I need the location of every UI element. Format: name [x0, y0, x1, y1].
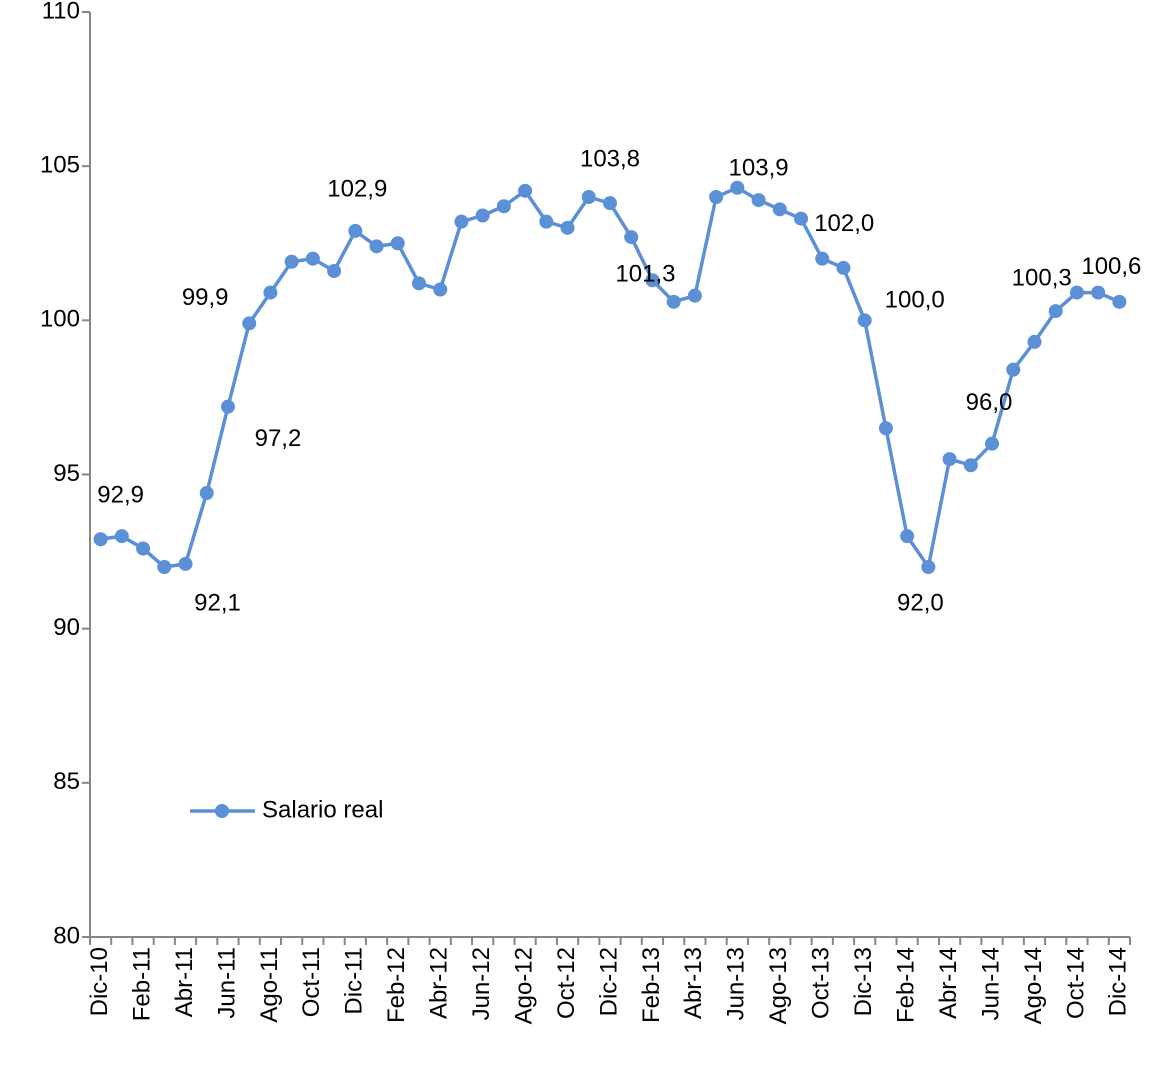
- data-point: [666, 294, 681, 309]
- x-tick-label: Jun-13: [723, 947, 750, 1020]
- x-tick-label: Oct-14: [1062, 947, 1089, 1019]
- data-point: [709, 190, 724, 204]
- x-tick-label: Ago-13: [765, 947, 792, 1024]
- data-point: [1112, 294, 1127, 309]
- data-point: [963, 458, 978, 473]
- data-point: [475, 208, 490, 223]
- data-point: [178, 556, 193, 571]
- data-point: [1006, 362, 1021, 377]
- x-tick-label: Abr-12: [426, 947, 453, 1019]
- data-label: 101,3: [615, 261, 675, 288]
- data-label: 100,0: [885, 287, 945, 314]
- y-tick-label: 80: [53, 922, 80, 949]
- data-point: [836, 260, 851, 275]
- x-tick-label: Abr-13: [680, 947, 707, 1019]
- data-label: 102,9: [327, 175, 387, 202]
- data-label: 92,0: [897, 589, 944, 616]
- data-point: [263, 285, 278, 300]
- x-tick-label: Feb-13: [638, 947, 665, 1023]
- data-point: [220, 399, 235, 414]
- data-label: 100,6: [1081, 253, 1141, 280]
- y-tick-label: 85: [53, 768, 80, 795]
- data-point: [581, 190, 596, 204]
- data-point: [1091, 285, 1106, 300]
- data-label: 97,2: [255, 425, 302, 452]
- data-point: [348, 223, 363, 238]
- x-tick-label: Oct-11: [298, 947, 325, 1017]
- data-label: 103,9: [729, 154, 789, 181]
- data-point: [985, 436, 1000, 451]
- data-point: [454, 214, 469, 229]
- data-point: [411, 276, 426, 291]
- x-tick-label: Dic-14: [1105, 947, 1132, 1016]
- x-tick-label: Jun-11: [213, 947, 240, 1019]
- data-point: [815, 251, 830, 266]
- x-tick-label: Dic-12: [595, 947, 622, 1016]
- data-point: [900, 529, 915, 544]
- data-point: [645, 273, 660, 288]
- data-point: [518, 183, 533, 198]
- data-point: [93, 532, 108, 547]
- data-point: [751, 193, 766, 208]
- x-tick-label: Dic-11: [341, 947, 368, 1015]
- data-point: [1069, 285, 1084, 300]
- data-point: [603, 196, 617, 211]
- data-label: 102,0: [814, 210, 874, 237]
- y-tick-label: 90: [53, 614, 80, 641]
- data-point: [1048, 304, 1063, 319]
- data-point: [390, 236, 405, 251]
- data-point: [433, 282, 448, 297]
- data-point: [157, 560, 172, 574]
- data-point: [772, 202, 787, 217]
- data-label: 92,9: [97, 482, 144, 509]
- x-tick-label: Ago-11: [256, 947, 283, 1023]
- data-point: [687, 288, 702, 303]
- y-tick-label: 95: [53, 460, 80, 487]
- data-point: [624, 230, 639, 245]
- data-label: 103,8: [580, 146, 640, 173]
- data-label: 99,9: [182, 284, 229, 311]
- legend-label: Salario real: [262, 796, 383, 823]
- data-point: [305, 251, 320, 266]
- x-tick-label: Abr-11: [171, 947, 198, 1017]
- data-point: [730, 180, 745, 195]
- data-point: [794, 211, 809, 226]
- x-tick-label: Feb-14: [892, 947, 919, 1023]
- data-point: [942, 452, 957, 467]
- x-tick-label: Oct-12: [553, 947, 580, 1019]
- data-point: [921, 560, 936, 574]
- data-point: [136, 541, 151, 556]
- series-line: [100, 186, 1121, 569]
- data-point: [327, 264, 342, 278]
- data-point: [878, 421, 893, 436]
- x-tick-label: Jun-14: [977, 947, 1004, 1020]
- x-tick-label: Abr-14: [935, 947, 962, 1019]
- data-point: [496, 199, 511, 214]
- data-point: [560, 220, 575, 235]
- legend-marker: [215, 804, 229, 818]
- data-point: [369, 239, 384, 254]
- data-point: [242, 316, 257, 331]
- data-point: [199, 486, 214, 500]
- y-tick-label: 110: [42, 0, 80, 24]
- y-tick-label: 105: [40, 152, 80, 179]
- data-point: [284, 254, 299, 269]
- data-point: [114, 529, 129, 544]
- data-label: 96,0: [966, 389, 1013, 416]
- x-tick-label: Feb-11: [128, 947, 155, 1021]
- x-tick-label: Dic-13: [850, 947, 877, 1016]
- data-point: [539, 214, 554, 229]
- x-tick-label: Jun-12: [468, 947, 495, 1020]
- x-tick-label: Feb-12: [383, 947, 410, 1023]
- data-point: [1027, 334, 1042, 349]
- data-point: [857, 313, 872, 328]
- x-tick-label: Ago-14: [1020, 947, 1047, 1024]
- x-tick-label: Dic-10: [86, 947, 113, 1016]
- x-tick-label: Ago-12: [510, 947, 537, 1024]
- x-tick-label: Oct-13: [808, 947, 835, 1019]
- y-tick-label: 100: [40, 306, 80, 333]
- data-label: 92,1: [194, 589, 241, 616]
- data-label: 100,3: [1012, 264, 1072, 291]
